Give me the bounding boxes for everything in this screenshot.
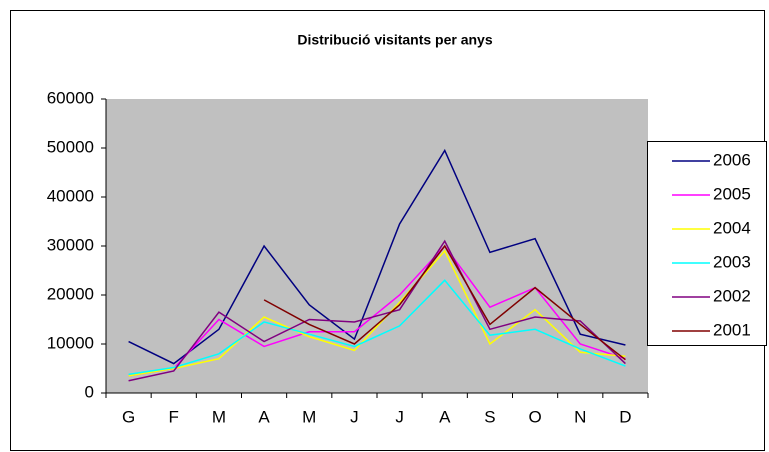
x-tick-label: M — [302, 407, 316, 426]
x-tick-label: M — [212, 407, 226, 426]
x-tick-label: D — [619, 407, 631, 426]
legend-label: 2001 — [713, 320, 751, 339]
y-tick-label: 60000 — [47, 88, 94, 107]
series-line — [128, 279, 626, 376]
series-line — [263, 244, 626, 361]
x-tick-label: G — [122, 407, 135, 426]
y-tick-label: 20000 — [47, 284, 94, 303]
x-tick-label: F — [169, 407, 179, 426]
x-tick-label: J — [350, 407, 359, 426]
legend — [647, 141, 767, 346]
legend-label: 2004 — [713, 218, 751, 237]
y-tick-label: 0 — [85, 382, 94, 401]
legend-label: 2002 — [713, 286, 751, 305]
y-tick-label: 40000 — [47, 186, 94, 205]
legend-label: 2006 — [713, 150, 751, 169]
x-tick-label: N — [574, 407, 586, 426]
series-line — [128, 148, 626, 365]
y-tick-label: 50000 — [47, 137, 94, 156]
chart-title: Distribució visitants per anys — [297, 32, 492, 48]
x-tick-label: J — [395, 407, 404, 426]
x-tick-label: S — [484, 407, 495, 426]
y-tick-label: 10000 — [47, 333, 94, 352]
series-line — [128, 249, 626, 377]
x-tick-label: A — [258, 407, 270, 426]
legend-label: 2003 — [713, 252, 751, 271]
plot-area — [106, 99, 648, 393]
y-tick-label: 30000 — [47, 235, 94, 254]
series-line — [128, 244, 626, 377]
x-tick-label: A — [439, 407, 451, 426]
series-line — [128, 239, 626, 382]
x-tick-label: O — [528, 407, 541, 426]
legend-label: 2005 — [713, 184, 751, 203]
